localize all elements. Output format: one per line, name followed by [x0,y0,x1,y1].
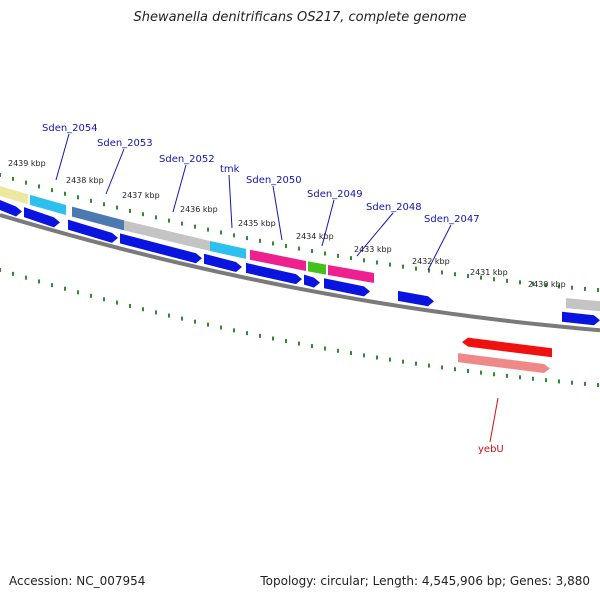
label-leader-line [55,133,70,181]
gene-label: Sden_2054 [42,123,98,134]
forward-gene-7 [308,261,326,275]
kbp-label: 2431 kbp [470,268,508,277]
yebU-gene-salmon [458,353,550,374]
kbp-label: 2430 kbp [528,280,566,289]
blue-gene-4 [120,233,202,264]
gene-label: Sden_2049 [307,189,363,200]
forward-gene-1 [0,186,28,205]
blue-gene-6 [246,262,302,285]
gene-label: Sden_2048 [366,202,422,213]
gene-label: Sden_2047 [424,214,480,225]
label-leader-line [105,148,125,195]
map-title: Shewanella denitrificans OS217, complete… [133,10,467,25]
outer-tick-ring [0,173,599,293]
inner-tick-ring [0,268,599,388]
label-leader-line [356,212,394,257]
forward-gene-3 [72,206,124,231]
blue-gene-2 [24,207,60,228]
forward-gene-5 [210,241,246,259]
blue-gene-3 [68,219,118,243]
yebU-gene-red [462,337,552,358]
blue-gene-9 [398,290,434,307]
forward-gene-6 [250,249,306,271]
gene-label: Sden_2050 [246,175,302,186]
kbp-label: 2436 kbp [180,205,218,214]
gene-label: tmk [220,164,240,175]
forward-gene-2 [30,194,66,216]
accession-text: Accession: NC_007954 [9,574,146,588]
genome-summary-text: Topology: circular; Length: 4,545,906 bp… [260,574,590,588]
blue-gene-5 [204,253,242,273]
genome-backbone [0,213,600,333]
label-leader-line [228,174,233,229]
blue-gene-7 [304,274,320,288]
kbp-label: 2438 kbp [66,176,104,185]
kbp-label: 2439 kbp [8,159,46,168]
label-leader-line [489,397,499,443]
forward-gene-8 [328,265,374,284]
gene-label: yebU [478,444,504,455]
label-leader-line [427,224,452,271]
kbp-label: 2437 kbp [122,191,160,200]
kbp-label: 2432 kbp [412,257,450,266]
label-leader-line [321,199,335,247]
gene-label: Sden_2052 [159,154,215,165]
forward-gene-4 [124,220,210,252]
blue-gene-1 [0,200,22,217]
label-leader-line [272,185,283,241]
blue-gene-10 [562,311,600,326]
gene-label: Sden_2053 [97,138,153,149]
blue-gene-8 [324,278,370,297]
kbp-label: 2435 kbp [238,219,276,228]
kbp-label: 2434 kbp [296,232,334,241]
forward-gene-9 [566,298,600,312]
label-leader-line [172,164,187,213]
kbp-label: 2433 kbp [354,245,392,254]
